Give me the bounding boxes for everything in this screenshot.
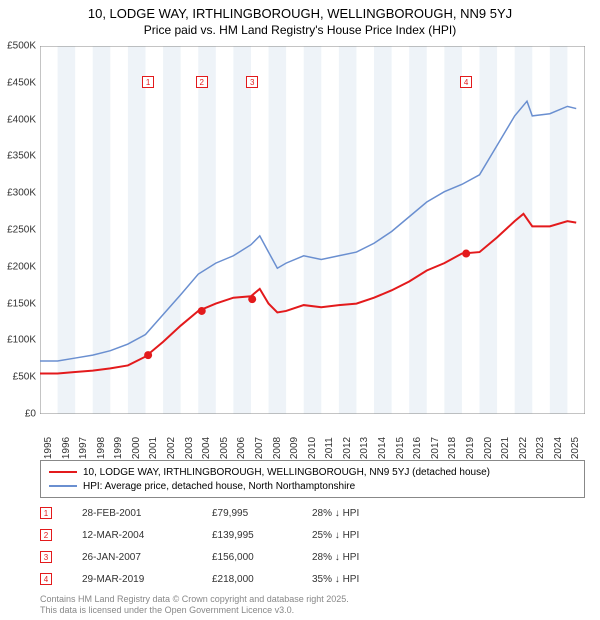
x-tick-label: 2011 <box>324 437 335 459</box>
chart-marker: 3 <box>246 76 258 88</box>
x-tick-label: 2005 <box>219 437 230 459</box>
x-tick-label: 2002 <box>166 437 177 459</box>
transaction-row: 3 26-JAN-2007£156,00028% ↓ HPI <box>40 546 432 568</box>
legend-label: 10, LODGE WAY, IRTHLINGBOROUGH, WELLINGB… <box>83 467 490 478</box>
transaction-price: £139,995 <box>212 530 312 541</box>
transaction-row: 1 28-FEB-2001£79,99528% ↓ HPI <box>40 502 432 524</box>
transaction-row: 2 12-MAR-2004£139,99525% ↓ HPI <box>40 524 432 546</box>
y-tick-label: £300K <box>7 188 36 199</box>
x-tick-label: 2008 <box>272 437 283 459</box>
x-tick-label: 2006 <box>236 437 247 459</box>
transactions-table: 128-FEB-2001£79,99528% ↓ HPI212-MAR-2004… <box>40 502 432 590</box>
y-tick-label: £0 <box>25 409 36 420</box>
y-tick-label: £50K <box>13 372 36 383</box>
transaction-delta: 25% ↓ HPI <box>312 530 432 541</box>
y-tick-label: £200K <box>7 261 36 272</box>
y-tick-label: £250K <box>7 225 36 236</box>
y-tick-label: £450K <box>7 77 36 88</box>
x-tick-label: 2007 <box>254 437 265 459</box>
legend-label: HPI: Average price, detached house, Nort… <box>83 481 355 492</box>
x-tick-label: 2001 <box>148 437 159 459</box>
transaction-date: 29-MAR-2019 <box>82 574 212 585</box>
x-tick-label: 1998 <box>96 437 107 459</box>
title-line1: 10, LODGE WAY, IRTHLINGBOROUGH, WELLINGB… <box>0 6 600 21</box>
title-block: 10, LODGE WAY, IRTHLINGBOROUGH, WELLINGB… <box>0 0 600 37</box>
x-tick-label: 2019 <box>465 437 476 459</box>
legend-swatch <box>49 471 77 473</box>
y-tick-label: £100K <box>7 335 36 346</box>
x-tick-label: 2010 <box>307 437 318 459</box>
transaction-date: 12-MAR-2004 <box>82 530 212 541</box>
transaction-delta: 28% ↓ HPI <box>312 552 432 563</box>
x-tick-label: 2024 <box>553 437 564 459</box>
transaction-date: 28-FEB-2001 <box>82 508 212 519</box>
x-tick-label: 2018 <box>447 437 458 459</box>
footer-line1: Contains HM Land Registry data © Crown c… <box>40 594 349 605</box>
x-tick-label: 2003 <box>184 437 195 459</box>
x-tick-label: 2021 <box>500 437 511 459</box>
x-tick-label: 2013 <box>359 437 370 459</box>
transaction-price: £79,995 <box>212 508 312 519</box>
footer-text: Contains HM Land Registry data © Crown c… <box>40 594 349 616</box>
transaction-price: £156,000 <box>212 552 312 563</box>
y-axis-labels: £0£50K£100K£150K£200K£250K£300K£350K£400… <box>0 42 38 396</box>
transaction-delta: 35% ↓ HPI <box>312 574 432 585</box>
x-tick-label: 1996 <box>61 437 72 459</box>
x-tick-label: 2009 <box>289 437 300 459</box>
transaction-price: £218,000 <box>212 574 312 585</box>
x-tick-label: 1995 <box>43 437 54 459</box>
y-tick-label: £150K <box>7 298 36 309</box>
transaction-marker: 3 <box>40 551 52 563</box>
x-tick-label: 2014 <box>377 437 388 459</box>
x-tick-label: 1999 <box>113 437 124 459</box>
transaction-date: 26-JAN-2007 <box>82 552 212 563</box>
transaction-marker: 4 <box>40 573 52 585</box>
x-tick-label: 2022 <box>518 437 529 459</box>
x-tick-label: 2000 <box>131 437 142 459</box>
y-tick-label: £500K <box>7 41 36 52</box>
footer-line2: This data is licensed under the Open Gov… <box>40 605 349 616</box>
x-axis-labels: 1995 1996 1997 1998 1999 2000 2001 2002 2003 2004… <box>40 418 585 458</box>
x-tick-label: 2004 <box>201 437 212 459</box>
legend-row: 10, LODGE WAY, IRTHLINGBOROUGH, WELLINGB… <box>49 465 576 479</box>
legend-swatch <box>49 485 77 487</box>
x-tick-label: 2012 <box>342 437 353 459</box>
x-tick-label: 2025 <box>570 437 581 459</box>
chart-marker: 2 <box>196 76 208 88</box>
x-tick-label: 2015 <box>395 437 406 459</box>
chart-container: 10, LODGE WAY, IRTHLINGBOROUGH, WELLINGB… <box>0 0 600 620</box>
legend-box: 10, LODGE WAY, IRTHLINGBOROUGH, WELLINGB… <box>40 460 585 498</box>
legend-row: HPI: Average price, detached house, Nort… <box>49 479 576 493</box>
x-tick-label: 2020 <box>483 437 494 459</box>
chart-marker: 4 <box>460 76 472 88</box>
y-tick-label: £400K <box>7 114 36 125</box>
x-tick-label: 2023 <box>535 437 546 459</box>
chart-area: 1 2 3 4 <box>40 46 585 414</box>
transaction-row: 4 29-MAR-2019£218,00035% ↓ HPI <box>40 568 432 590</box>
x-tick-label: 2016 <box>412 437 423 459</box>
transaction-marker: 1 <box>40 507 52 519</box>
x-tick-label: 1997 <box>78 437 89 459</box>
transaction-delta: 28% ↓ HPI <box>312 508 432 519</box>
transaction-marker: 2 <box>40 529 52 541</box>
chart-marker: 1 <box>142 76 154 88</box>
y-tick-label: £350K <box>7 151 36 162</box>
chart-svg <box>40 46 585 414</box>
x-tick-label: 2017 <box>430 437 441 459</box>
title-line2: Price paid vs. HM Land Registry's House … <box>0 23 600 37</box>
